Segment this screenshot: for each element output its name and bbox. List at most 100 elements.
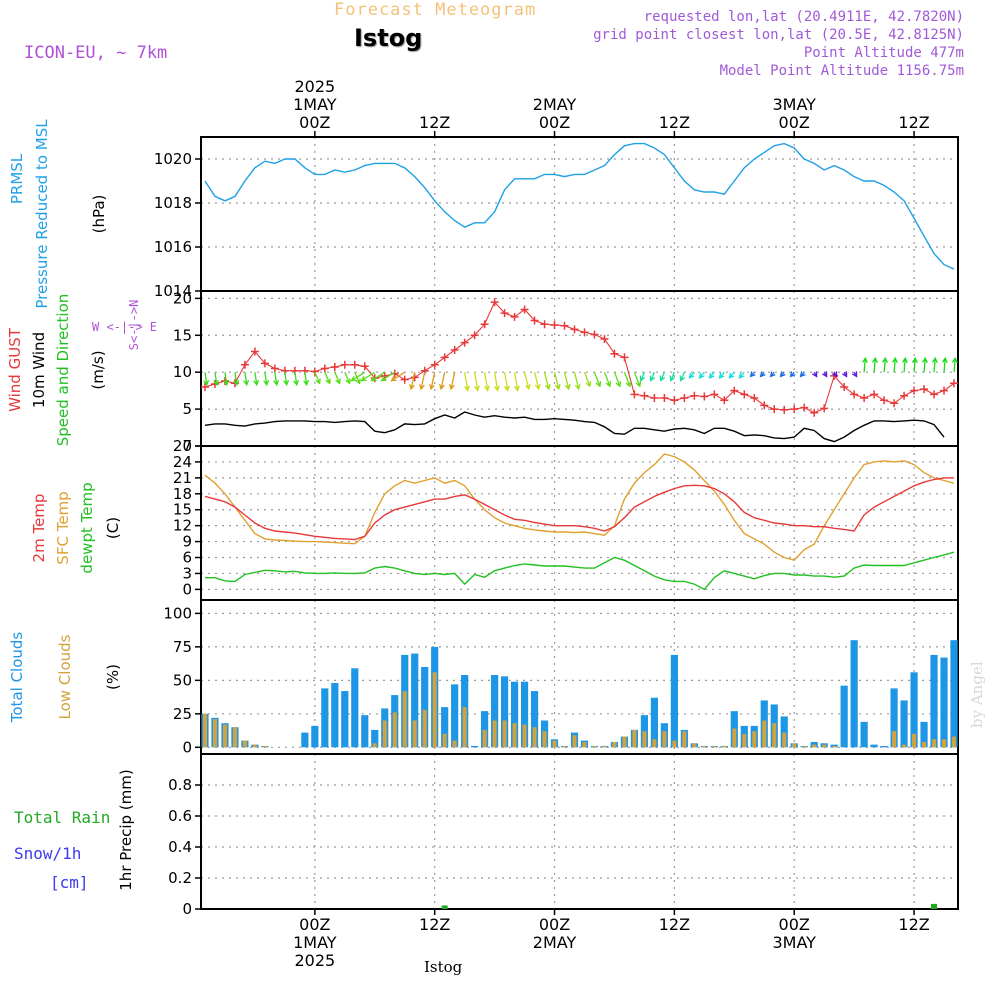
wind-label: 10m Wind xyxy=(30,332,48,408)
wind-direction-arrow xyxy=(891,356,898,373)
wind-direction-arrow xyxy=(283,372,290,387)
low-cloud-bar xyxy=(582,741,587,748)
snow-unit: [cm] xyxy=(50,873,89,892)
wind-gust-marker xyxy=(600,334,609,343)
total-cloud-bar xyxy=(640,715,649,748)
low-cloud-bar xyxy=(222,724,227,748)
total-cloud-bar xyxy=(900,700,908,748)
low-cloud-bar xyxy=(402,691,407,748)
low-cloud-bar xyxy=(622,736,627,748)
low-cloud-bar xyxy=(822,744,827,748)
wind-gust-marker xyxy=(750,394,759,403)
wind-gust-marker xyxy=(880,396,889,405)
wind-gust-marker xyxy=(350,360,359,369)
low-cloud-bar xyxy=(412,720,417,748)
y-tick-label: 20 xyxy=(173,289,192,307)
wind-direction-arrow xyxy=(831,371,838,378)
sfc-temp-label: SFC Temp xyxy=(54,491,72,564)
wind-direction-arrow xyxy=(390,371,406,382)
y-tick-label: 0 xyxy=(182,738,192,756)
wind-direction-arrow xyxy=(253,372,260,387)
credit-watermark: by Angel xyxy=(968,661,986,728)
x-hour-label-top: 12Z xyxy=(898,113,929,132)
y-tick-label: 1016 xyxy=(154,238,192,256)
wind-direction-arrow xyxy=(728,371,735,379)
wind-direction-arrow xyxy=(679,371,686,382)
total-cloud-bar xyxy=(910,672,918,748)
gridlines xyxy=(201,137,958,910)
low-cloud-bar xyxy=(262,745,267,748)
low-cloud-bar xyxy=(752,731,757,748)
wind-direction-arrow xyxy=(449,372,456,391)
wind-gust-marker xyxy=(360,362,369,371)
wind-direction-arrow xyxy=(473,372,480,392)
low-cloud-bar xyxy=(422,709,427,748)
low-cloud-bar xyxy=(902,744,907,748)
wind-direction-arrow xyxy=(303,372,310,387)
wind-gust-marker xyxy=(860,394,869,403)
total-cloud-bar xyxy=(341,691,349,748)
sfc-temp-line xyxy=(204,453,955,561)
wind-gust-marker xyxy=(530,316,539,325)
wind-gust-marker xyxy=(570,325,579,334)
wind-gust-marker xyxy=(920,385,929,394)
low-cloud-bar xyxy=(572,735,577,748)
temp-2m-line xyxy=(204,477,954,541)
wind-direction-arrow xyxy=(881,356,888,373)
low-cloud-bar xyxy=(592,745,597,748)
dewpt-temp-line xyxy=(205,551,955,591)
wind-direction-arrow xyxy=(344,371,351,385)
low-cloud-bar xyxy=(442,733,447,748)
y-tick-label: 0 xyxy=(182,900,192,918)
wind-gust-marker xyxy=(800,403,809,412)
x-date-label-bottom: 3MAY xyxy=(772,933,816,952)
total-cloud-bar xyxy=(650,697,658,748)
low-cloud-bar xyxy=(202,713,207,748)
wind-gust-marker xyxy=(580,328,589,337)
y-tick-label: 0.2 xyxy=(168,869,192,887)
y-tick-label: 15 xyxy=(173,501,192,519)
wind-direction-arrow xyxy=(409,372,416,391)
low-cloud-bar xyxy=(922,741,927,748)
wind-direction-arrow xyxy=(901,356,908,373)
total-cloud-bar xyxy=(351,668,359,748)
total-cloud-bar xyxy=(520,681,529,748)
snow-label: Snow/1h xyxy=(14,844,81,863)
wind-direction-arrow xyxy=(862,356,868,373)
wind-direction-arrow xyxy=(483,372,490,392)
total-cloud-bar xyxy=(890,688,898,748)
low-cloud-bar xyxy=(452,740,457,748)
wind-gust-marker xyxy=(740,390,749,399)
x-date-label-bottom: 1MAY xyxy=(293,933,337,952)
low-cloud-bar xyxy=(652,739,657,748)
axis-labels: 1014101610181020051015200369121518212427… xyxy=(6,77,930,970)
wind-direction-arrow xyxy=(354,371,361,385)
wind-gust-marker xyxy=(770,405,779,414)
wind-gust-marker xyxy=(440,353,449,362)
wind-gust-marker xyxy=(240,360,249,369)
chart-title: Forecast Meteogram xyxy=(334,0,537,20)
wind-gust-marker xyxy=(840,382,849,391)
y-tick-label: 25 xyxy=(173,705,192,723)
wind-direction-arrow xyxy=(543,372,551,391)
y-tick-label: 1014 xyxy=(154,282,192,300)
wind-gust-marker xyxy=(310,367,319,376)
low-cloud-bar xyxy=(802,745,807,748)
wind-direction-arrow xyxy=(563,372,571,391)
low-cloud-bar xyxy=(762,720,767,748)
x-hour-label-bottom: 00Z xyxy=(299,915,330,934)
total-clouds-label: Total Clouds xyxy=(8,632,26,724)
low-cloud-bar xyxy=(912,733,917,748)
wind-gust-marker xyxy=(870,390,879,399)
wind-direction-arrow xyxy=(738,371,745,379)
dewpt-temp-label: dewpt Temp xyxy=(78,482,96,573)
wind-direction-arrow xyxy=(921,356,928,373)
total-cloud-bar xyxy=(501,676,509,748)
wind-gust-marker xyxy=(950,379,959,388)
x-hour-label-bottom: 00Z xyxy=(779,915,810,934)
wind-direction-arrow xyxy=(708,371,715,379)
total-cloud-bar xyxy=(850,640,858,748)
wind-gust-marker xyxy=(510,312,519,321)
wind-gust-marker xyxy=(760,401,769,410)
wind-gust-marker xyxy=(500,309,509,318)
